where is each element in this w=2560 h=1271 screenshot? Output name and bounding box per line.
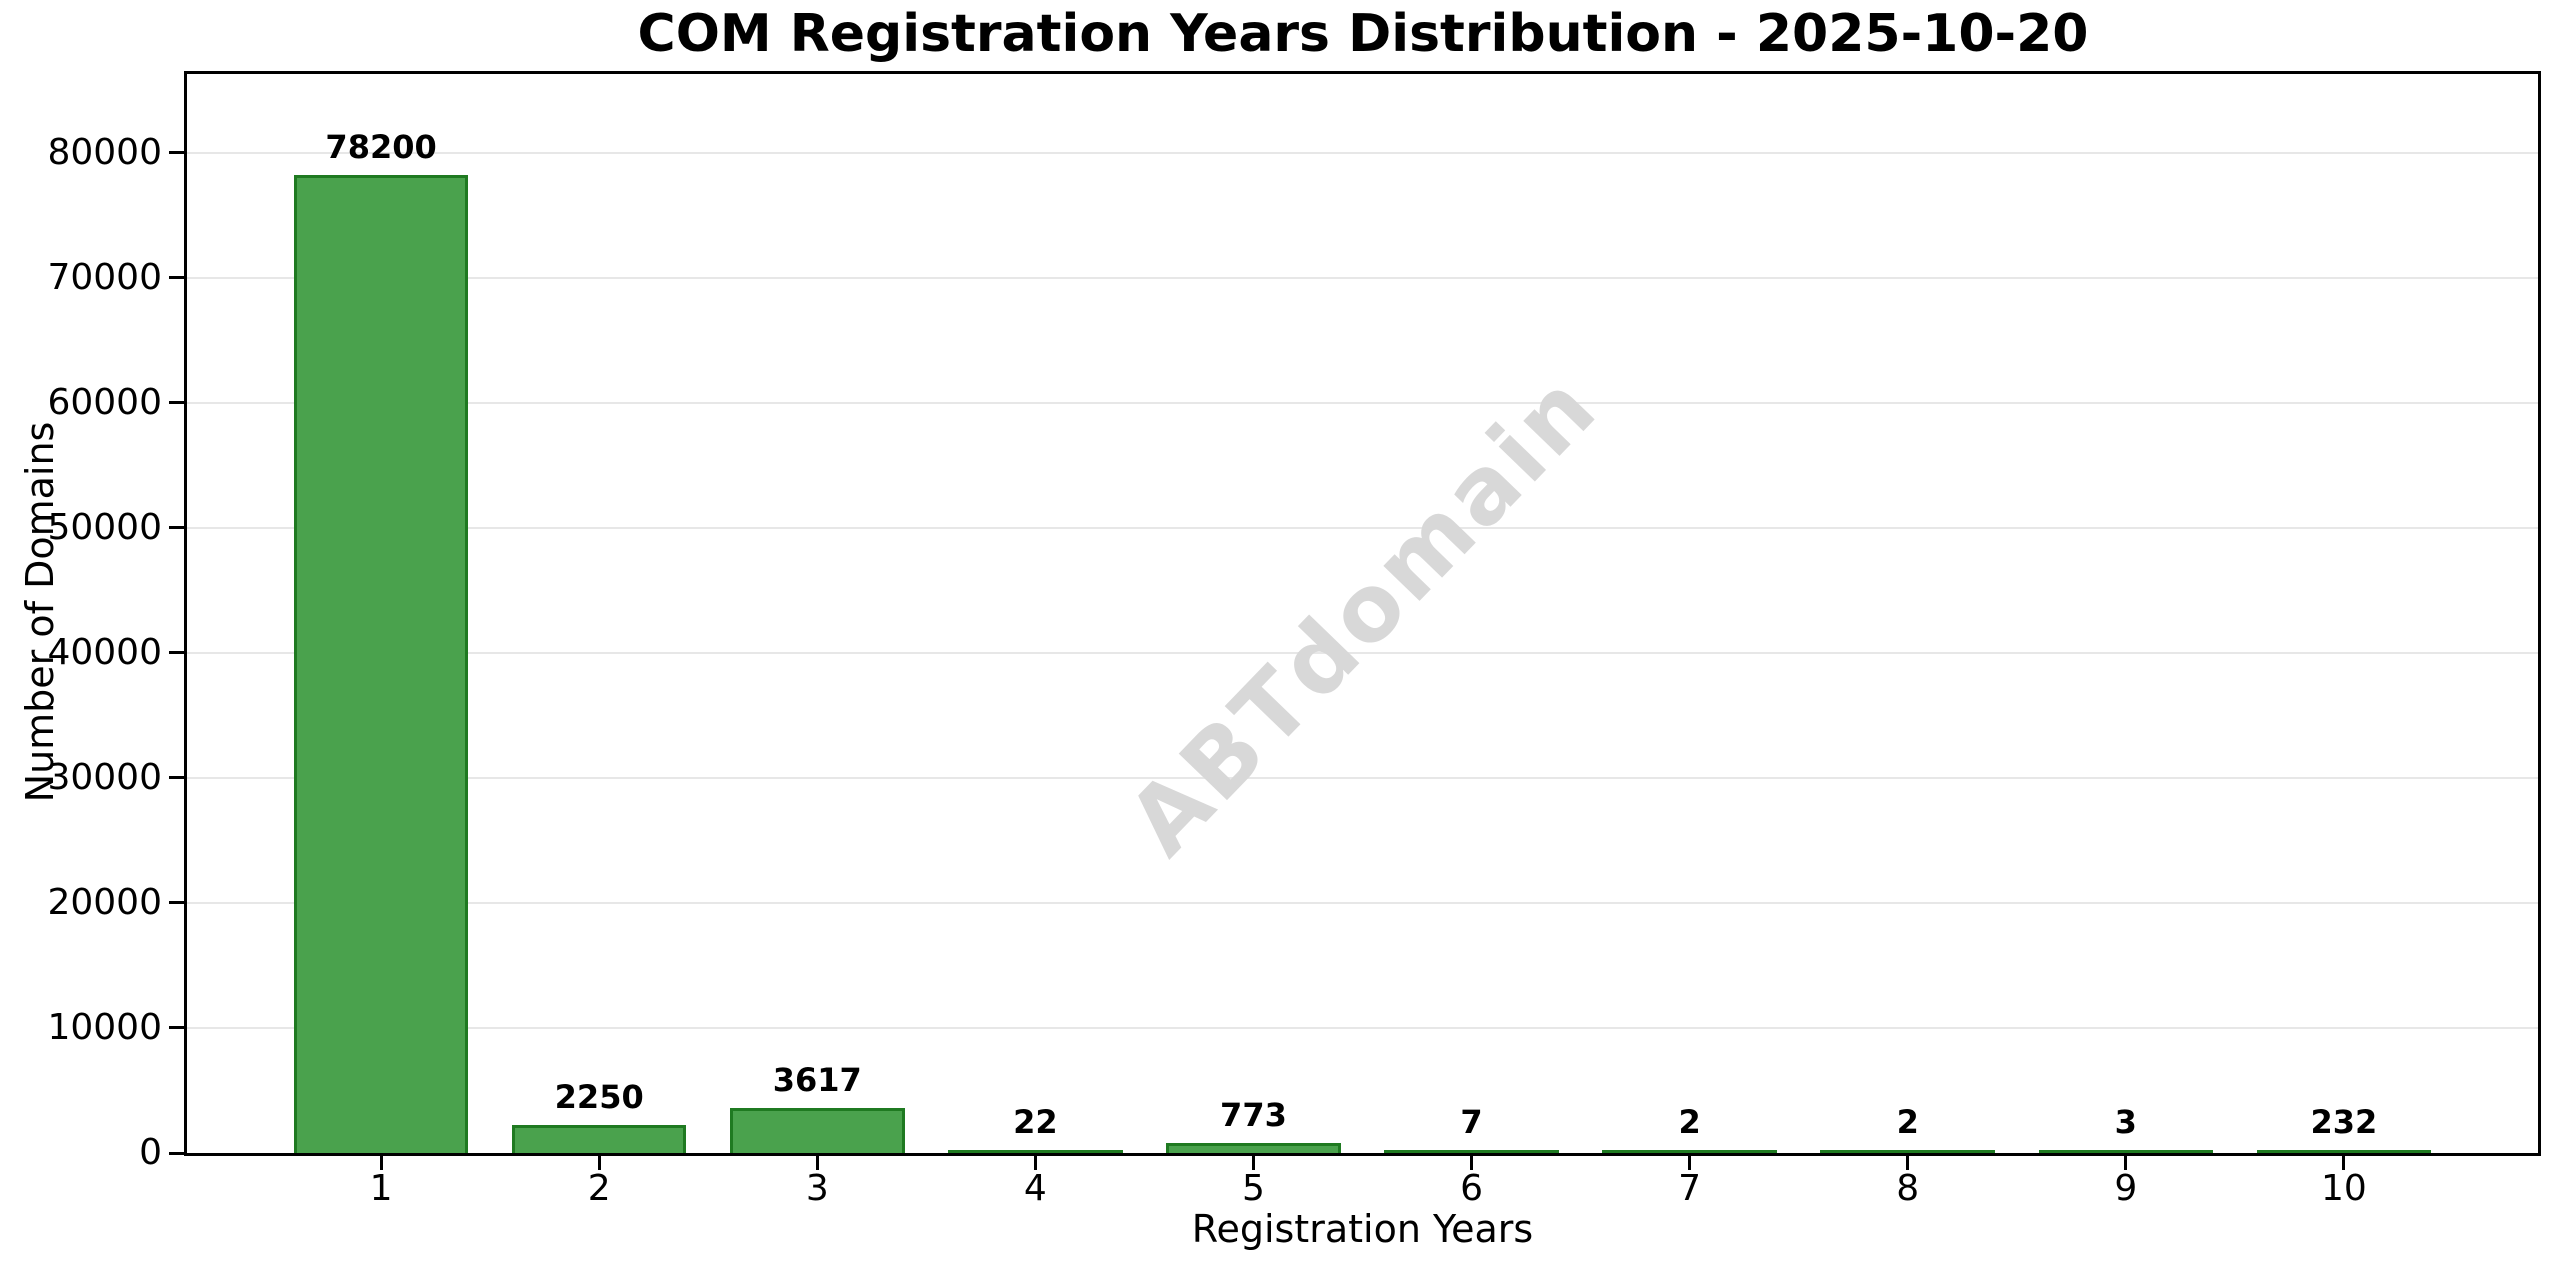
y-tick-mark-80000 bbox=[169, 151, 184, 155]
bar-year-8 bbox=[1820, 1150, 1995, 1153]
y-tick-mark-50000 bbox=[169, 526, 184, 530]
y-tick-mark-30000 bbox=[169, 776, 184, 780]
bar-year-4 bbox=[948, 1150, 1123, 1153]
y-tick-label-20000: 20000 bbox=[47, 881, 162, 923]
y-tick-label-30000: 30000 bbox=[47, 756, 162, 798]
watermark: ABTdomain bbox=[1107, 351, 1618, 876]
bar-year-6 bbox=[1384, 1150, 1559, 1153]
x-tick-mark-2 bbox=[597, 1156, 601, 1170]
bar-year-1 bbox=[293, 175, 469, 1153]
x-tick-mark-9 bbox=[2124, 1156, 2128, 1170]
x-tick-label-9: 9 bbox=[2114, 1168, 2138, 1209]
y-axis-label: Number of Domains bbox=[18, 421, 62, 803]
bar-year-7 bbox=[1602, 1150, 1777, 1153]
chart-title: COM Registration Years Distribution - 20… bbox=[637, 4, 2089, 64]
y-tick-mark-0 bbox=[169, 1151, 184, 1155]
y-tick-mark-40000 bbox=[169, 651, 184, 655]
x-tick-mark-8 bbox=[1906, 1156, 1910, 1170]
x-tick-label-3: 3 bbox=[805, 1168, 829, 1209]
plot-area: ABTdomain 78200 2250 3617 22 773 7 2 2 3 232 bbox=[184, 71, 2541, 1156]
bar-year-2 bbox=[511, 1124, 687, 1153]
x-tick-label-4: 4 bbox=[1023, 1168, 1047, 1209]
bar-value-label-7: 2 bbox=[1678, 1103, 1701, 1141]
y-tick-mark-20000 bbox=[169, 901, 184, 905]
x-tick-mark-10 bbox=[2342, 1156, 2346, 1170]
y-tick-label-70000: 70000 bbox=[47, 256, 162, 298]
bar-value-label-10: 232 bbox=[2310, 1103, 2378, 1141]
x-tick-label-7: 7 bbox=[1678, 1168, 1702, 1209]
gridline-y-80000 bbox=[187, 151, 2538, 154]
bar-year-9 bbox=[2038, 1150, 2214, 1153]
x-tick-label-5: 5 bbox=[1242, 1168, 1265, 1209]
plot-inner: ABTdomain 78200 2250 3617 22 773 7 2 2 3 232 bbox=[187, 74, 2538, 1153]
x-tick-mark-7 bbox=[1688, 1156, 1692, 1170]
gridline-y-60000 bbox=[187, 401, 2538, 404]
x-tick-label-2: 2 bbox=[587, 1168, 611, 1209]
bar-value-label-4: 22 bbox=[1013, 1103, 1058, 1141]
x-tick-mark-5 bbox=[1251, 1156, 1255, 1170]
x-axis-label: Registration Years bbox=[1191, 1207, 1534, 1251]
bar-value-label-3: 3617 bbox=[772, 1060, 862, 1099]
y-tick-label-50000: 50000 bbox=[47, 506, 162, 548]
bar-value-label-5: 773 bbox=[1220, 1096, 1287, 1135]
gridline-y-70000 bbox=[187, 276, 2538, 279]
y-tick-mark-10000 bbox=[169, 1026, 184, 1030]
y-tick-mark-60000 bbox=[169, 401, 184, 405]
x-tick-label-10: 10 bbox=[2320, 1168, 2367, 1209]
x-tick-mark-3 bbox=[815, 1156, 819, 1170]
y-tick-label-60000: 60000 bbox=[47, 381, 162, 423]
bar-year-5 bbox=[1166, 1143, 1341, 1153]
gridline-y-50000 bbox=[187, 526, 2538, 529]
y-tick-label-80000: 80000 bbox=[47, 131, 162, 173]
bar-year-3 bbox=[730, 1107, 905, 1153]
y-tick-mark-70000 bbox=[169, 276, 184, 280]
bar-value-label-1: 78200 bbox=[325, 128, 437, 167]
x-tick-mark-1 bbox=[379, 1156, 383, 1170]
x-tick-label-1: 1 bbox=[369, 1168, 393, 1209]
y-tick-label-40000: 40000 bbox=[47, 631, 162, 673]
bar-year-10 bbox=[2256, 1150, 2432, 1153]
gridline-y-40000 bbox=[187, 651, 2538, 654]
bar-value-label-2: 2250 bbox=[554, 1077, 644, 1116]
bar-value-label-9: 3 bbox=[2114, 1103, 2137, 1141]
x-tick-mark-4 bbox=[1033, 1156, 1037, 1170]
gridline-y-20000 bbox=[187, 901, 2538, 904]
bar-value-label-6: 7 bbox=[1460, 1103, 1483, 1141]
x-tick-mark-6 bbox=[1470, 1156, 1474, 1170]
y-tick-label-10000: 10000 bbox=[47, 1006, 162, 1048]
bar-value-label-8: 2 bbox=[1896, 1103, 1919, 1141]
x-tick-label-6: 6 bbox=[1460, 1168, 1483, 1209]
gridline-y-10000 bbox=[187, 1026, 2538, 1029]
x-tick-label-8: 8 bbox=[1896, 1168, 1920, 1209]
y-tick-label-0: 0 bbox=[139, 1132, 162, 1173]
gridline-y-30000 bbox=[187, 776, 2538, 779]
